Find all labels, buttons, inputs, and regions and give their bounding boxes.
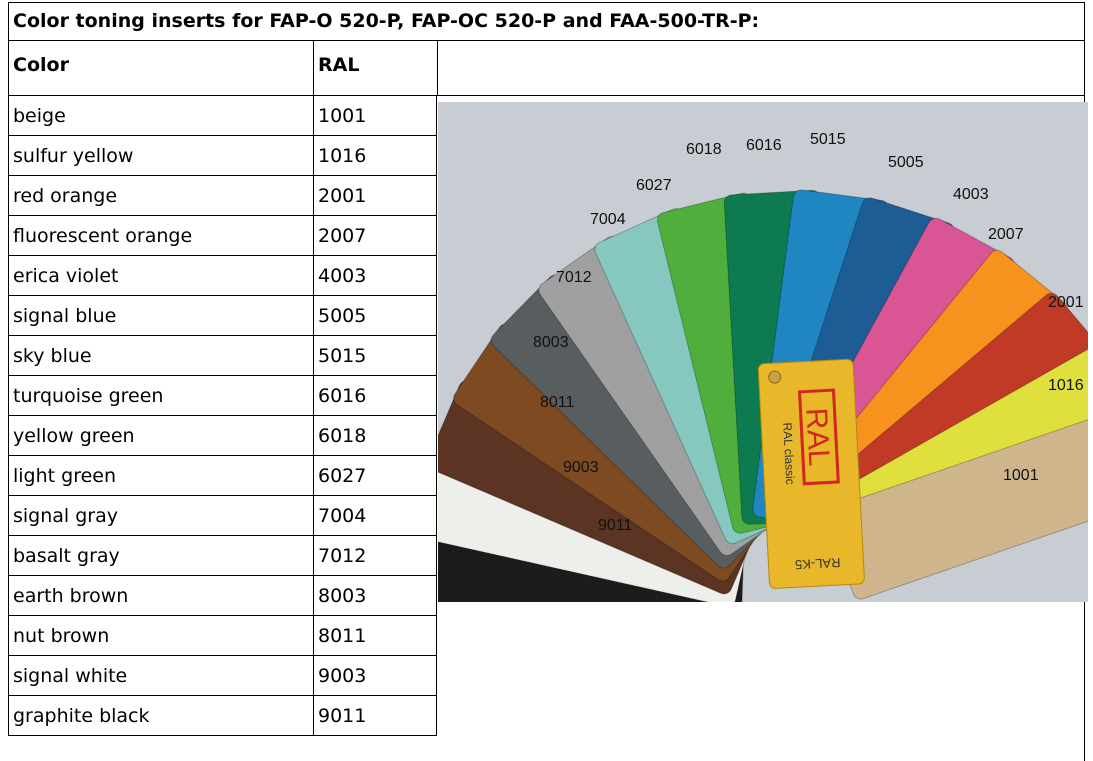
ral-cell: 8011 bbox=[313, 616, 437, 656]
ral-cell: 9003 bbox=[313, 656, 437, 696]
card-label: 7012 bbox=[556, 269, 592, 286]
ral-cell: 4003 bbox=[313, 256, 437, 296]
color-name-cell: light green bbox=[8, 456, 313, 496]
card-label: 7004 bbox=[590, 211, 626, 228]
color-name-cell: signal white bbox=[8, 656, 313, 696]
card-label: 6016 bbox=[746, 137, 782, 154]
header-cell: RAL bbox=[313, 40, 437, 96]
ral-cell: 6016 bbox=[313, 376, 437, 416]
ral-cell: 8003 bbox=[313, 576, 437, 616]
card-label: 2001 bbox=[1048, 294, 1084, 311]
color-name-cell: red orange bbox=[8, 176, 313, 216]
ral-cell: 2007 bbox=[313, 216, 437, 256]
card-label: 2007 bbox=[988, 226, 1024, 243]
ral-cell: 5005 bbox=[313, 296, 437, 336]
ral-logo: RAL bbox=[799, 407, 835, 467]
color-name-cell: signal gray bbox=[8, 496, 313, 536]
color-name-cell: yellow green bbox=[8, 416, 313, 456]
header-cell: Color bbox=[8, 40, 313, 96]
ral-cell: 6027 bbox=[313, 456, 437, 496]
color-name-cell: nut brown bbox=[8, 616, 313, 656]
card-label: 8011 bbox=[540, 394, 575, 411]
card-label: 9003 bbox=[563, 459, 599, 476]
color-name-cell: sky blue bbox=[8, 336, 313, 376]
ral-k5: RAL-K5 bbox=[795, 555, 841, 572]
color-name-cell: erica violet bbox=[8, 256, 313, 296]
color-name-cell: turquoise green bbox=[8, 376, 313, 416]
card-label: 9011 bbox=[598, 517, 633, 534]
ral-cell: 1016 bbox=[313, 136, 437, 176]
document: Color toning inserts for FAP-O 520-P, FA… bbox=[8, 2, 1085, 761]
card-label: 6027 bbox=[636, 177, 672, 194]
card-label: 8003 bbox=[533, 334, 569, 351]
color-name-cell: earth brown bbox=[8, 576, 313, 616]
color-name-cell: signal blue bbox=[8, 296, 313, 336]
ral-card-body bbox=[758, 359, 865, 589]
color-name-cell: graphite black bbox=[8, 696, 313, 736]
card-label: 5005 bbox=[888, 154, 924, 171]
card-label: 1016 bbox=[1048, 377, 1084, 394]
ral-cell: 2001 bbox=[313, 176, 437, 216]
card-label: 4003 bbox=[953, 186, 989, 203]
ral-card-rivet bbox=[768, 371, 781, 384]
color-name-cell: beige bbox=[8, 96, 313, 136]
color-name-cell: fluorescent orange bbox=[8, 216, 313, 256]
page: Color toning inserts for FAP-O 520-P, FA… bbox=[0, 0, 1093, 761]
card-label: 5015 bbox=[810, 131, 846, 148]
ral-cell: 1001 bbox=[313, 96, 437, 136]
ral-cell: 6018 bbox=[313, 416, 437, 456]
card-label: 1001 bbox=[1003, 467, 1039, 484]
header-empty bbox=[437, 40, 1084, 96]
ral-cell: 9011 bbox=[313, 696, 437, 736]
color-name-cell: sulfur yellow bbox=[8, 136, 313, 176]
ral-cell: 7004 bbox=[313, 496, 437, 536]
card-label: 6018 bbox=[686, 141, 722, 158]
ral-cell: 5015 bbox=[313, 336, 437, 376]
color-name-cell: basalt gray bbox=[8, 536, 313, 576]
table-title: Color toning inserts for FAP-O 520-P, FA… bbox=[8, 2, 1085, 41]
ral-cell: 7012 bbox=[313, 536, 437, 576]
